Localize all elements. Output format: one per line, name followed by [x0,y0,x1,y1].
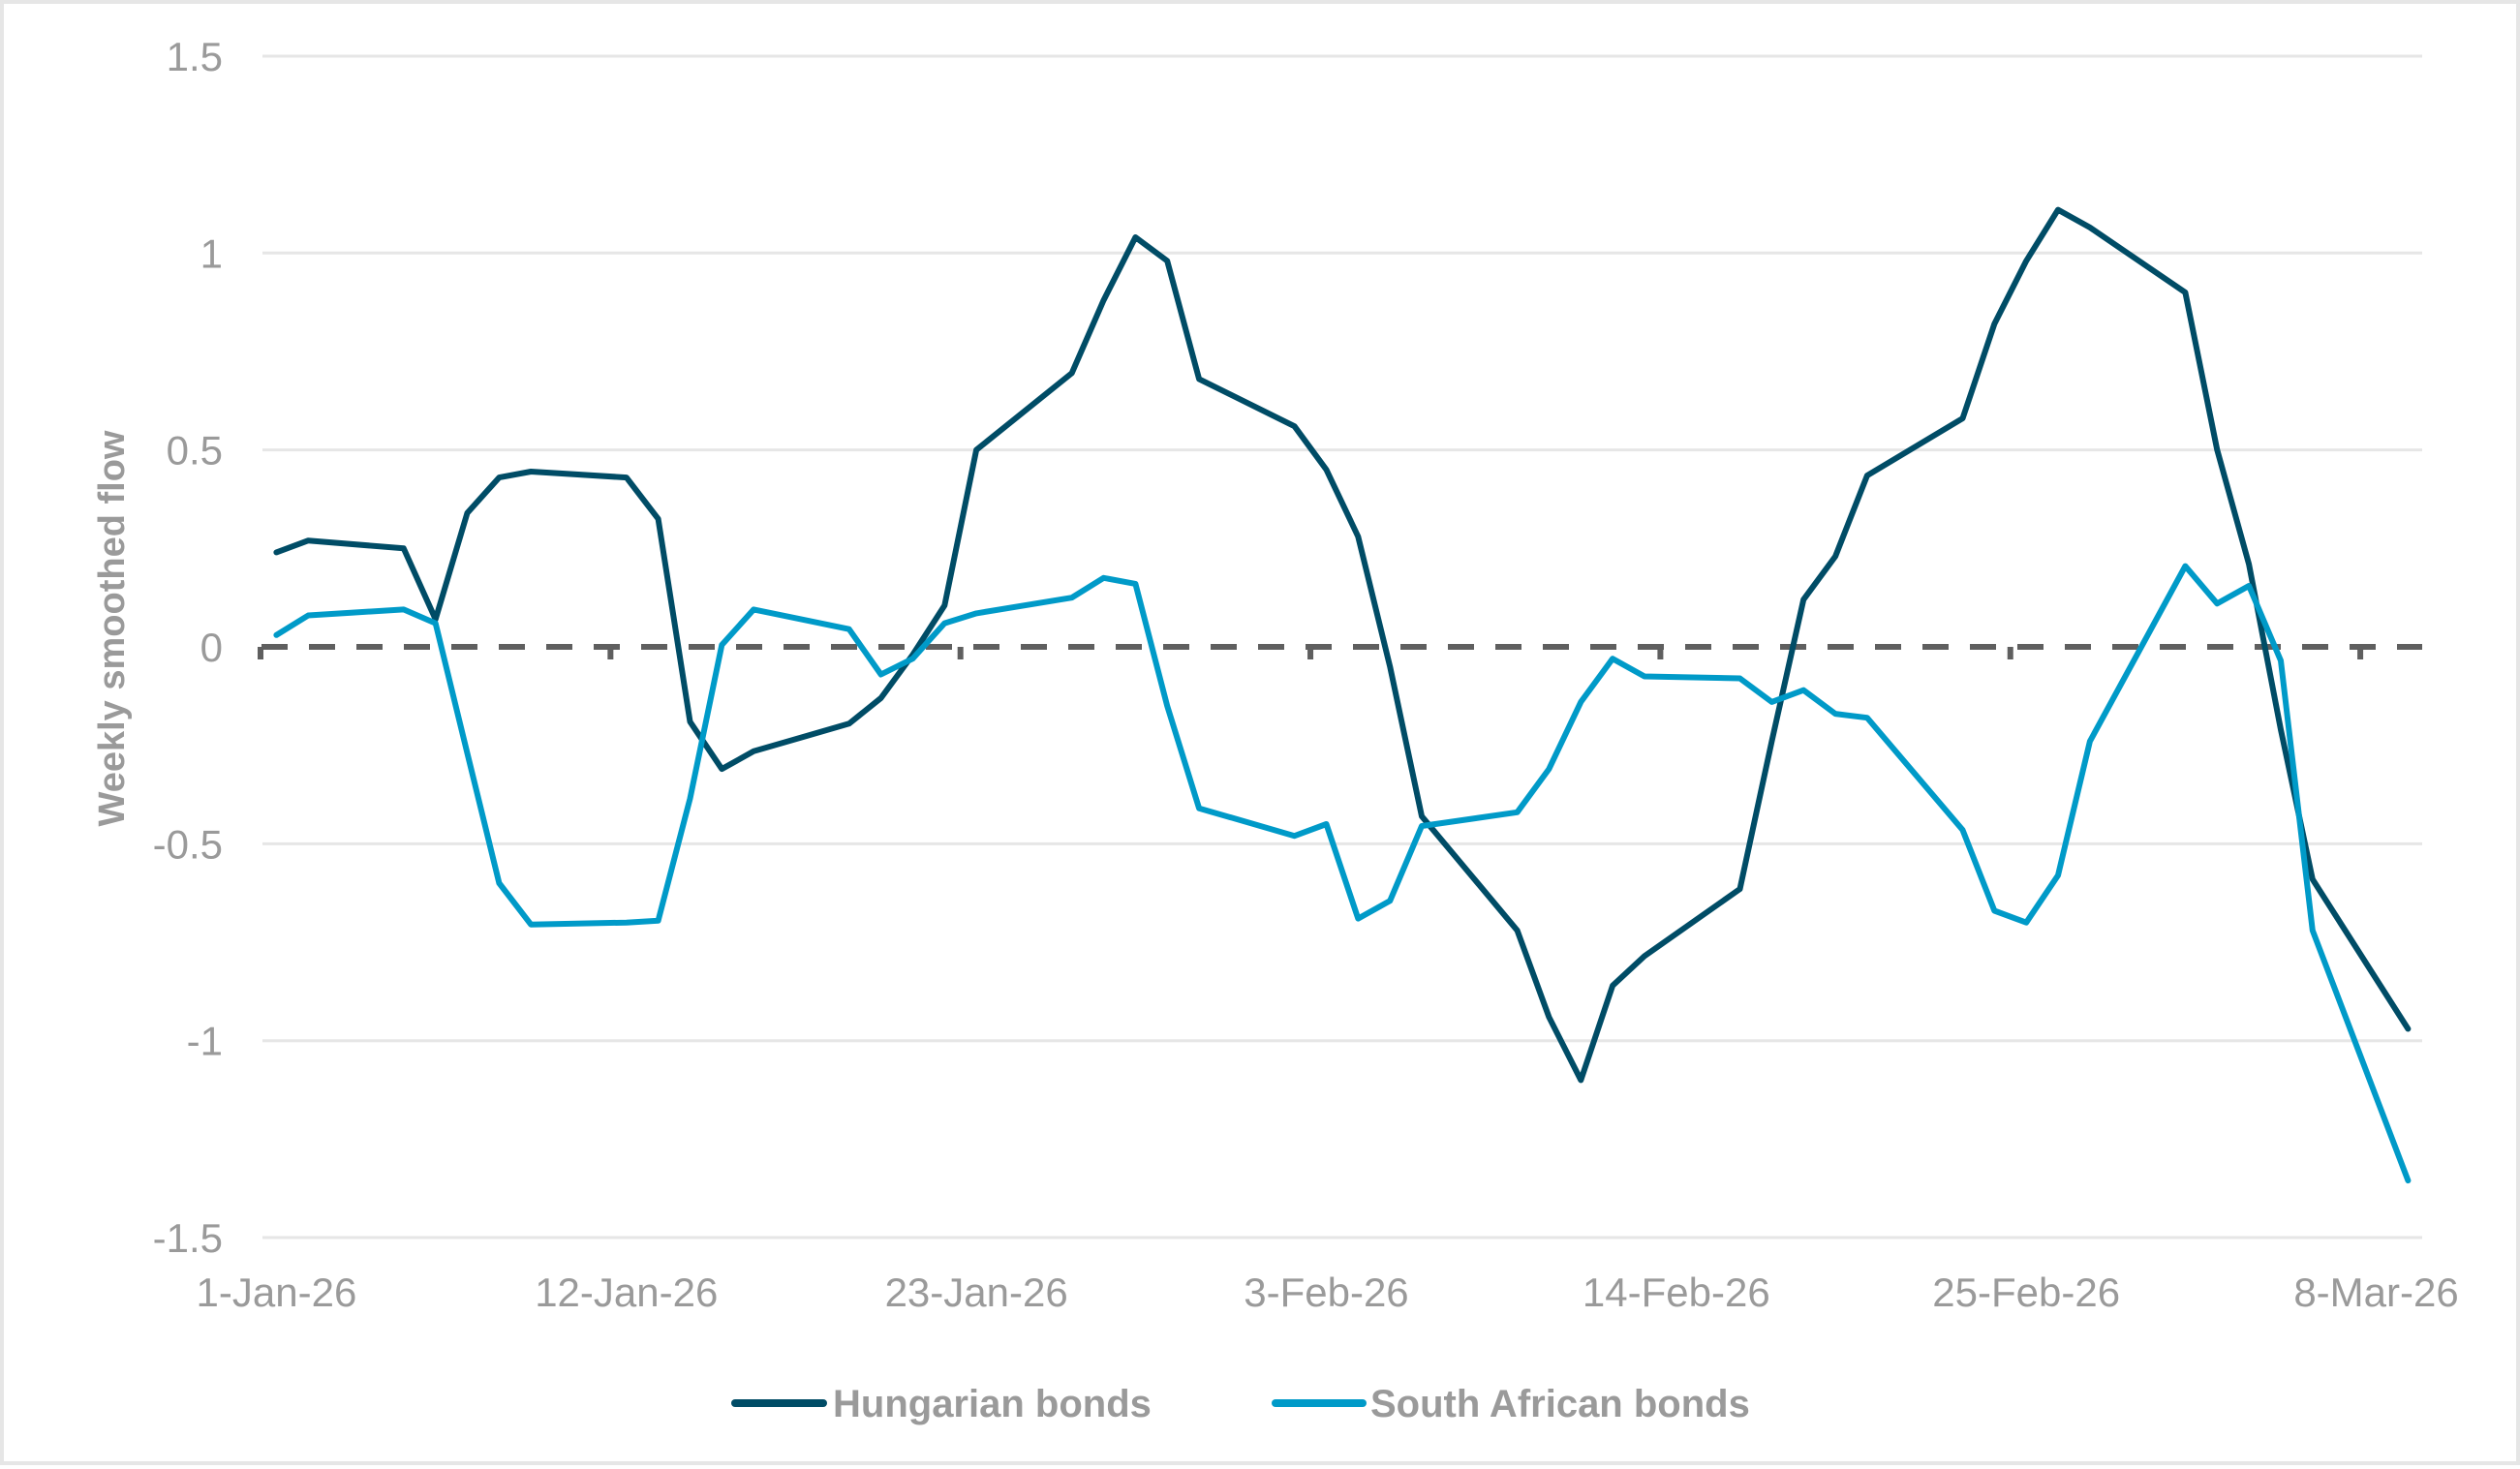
series-line-south-african-bonds [273,563,2412,1184]
y-tick-label: 1.5 [167,34,223,79]
legend-item-south-african-bonds[interactable]: South African bonds [1272,1383,1750,1425]
line-chart: 1.5 1 0.5 0 -0.5 -1 -1.5 1-Jan-26 12-Jan-26 23-J… [92,34,2459,1425]
x-tick-label: 23-Jan-26 [885,1270,1068,1315]
gridlines [262,54,2422,1239]
y-axis-tick-labels: 1.5 1 0.5 0 -0.5 -1 -1.5 [153,34,223,1261]
x-tick-label: 1-Jan-26 [197,1270,357,1315]
x-tick-label: 14-Feb-26 [1583,1270,1770,1315]
series-lines [273,206,2412,1184]
y-tick-label: -1.5 [153,1215,223,1261]
y-tick-label: -1 [187,1019,223,1064]
y-tick-label: 0.5 [167,428,223,474]
x-tick-label: 25-Feb-26 [1932,1270,2120,1315]
legend: Hungarian bonds South African bonds [731,1383,1750,1425]
y-axis-title: Weekly smoothed flow [92,430,133,826]
legend-label-hungarian-bonds: Hungarian bonds [833,1383,1152,1425]
legend-label-south-african-bonds: South African bonds [1370,1383,1750,1425]
legend-item-hungarian-bonds[interactable]: Hungarian bonds [731,1383,1152,1425]
x-tick-label: 12-Jan-26 [535,1270,718,1315]
zero-line [258,644,2422,659]
y-tick-label: 0 [200,625,223,670]
x-axis-tick-labels: 1-Jan-26 12-Jan-26 23-Jan-26 3-Feb-26 14-Feb… [197,1270,2459,1315]
y-tick-label: 1 [200,230,223,276]
x-tick-label: 3-Feb-26 [1244,1270,1408,1315]
series-line-hungarian-bonds [273,206,2412,1084]
y-tick-label: -0.5 [153,821,223,867]
x-tick-label: 8-Mar-26 [2293,1270,2458,1315]
